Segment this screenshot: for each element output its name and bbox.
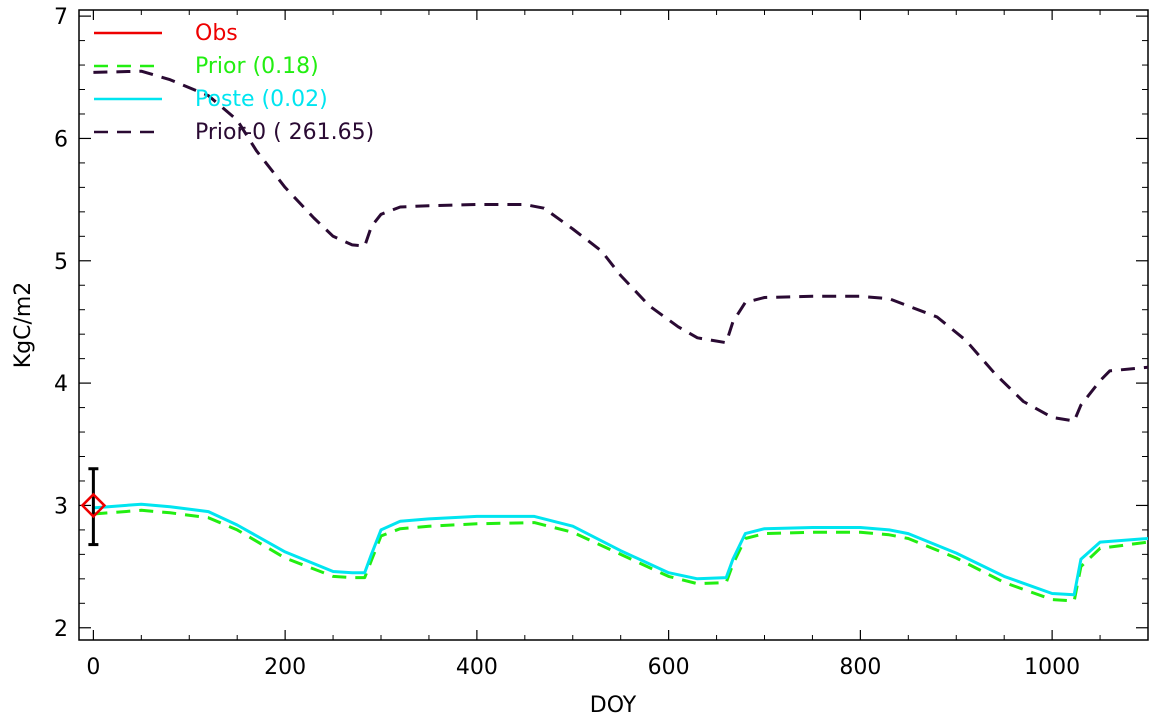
x-tick-label: 0 [86, 655, 100, 680]
y-tick-label: 4 [54, 372, 68, 397]
legend-label: Obs [195, 21, 238, 46]
legend-label: Prior-0 ( 261.65) [195, 120, 374, 145]
legend-label: Poste (0.02) [195, 87, 328, 112]
x-tick-label: 400 [456, 655, 498, 680]
series-line-poste-0-02 [93, 502, 1149, 597]
x-tick-label: 600 [648, 655, 690, 680]
y-tick-label: 2 [54, 617, 68, 642]
legend: Obs Prior (0.18) Poste (0.02) Prior-0 ( 261… [94, 21, 374, 145]
x-axis: 0 200 400 600 800 1000 [86, 10, 1149, 680]
x-tick-label: 1000 [1024, 655, 1080, 680]
plot-frame [78, 9, 1149, 641]
y-tick-label: 3 [54, 494, 68, 519]
y-tick-label: 5 [54, 250, 68, 275]
y-tick-label: 7 [54, 5, 68, 30]
y-tick-label: 6 [54, 127, 68, 152]
y-axis-title: KgC/m2 [11, 282, 36, 369]
legend-label: Prior (0.18) [195, 54, 319, 79]
observation-layer [80, 467, 107, 547]
obs-marker [80, 492, 107, 519]
x-tick-label: 200 [264, 655, 306, 680]
series-line-prior-0-18 [93, 508, 1149, 603]
x-axis-title: DOY [590, 693, 637, 718]
y-axis: 2 3 4 5 6 7 [54, 5, 1148, 642]
series-layer [93, 69, 1149, 603]
x-tick-label: 800 [839, 655, 881, 680]
